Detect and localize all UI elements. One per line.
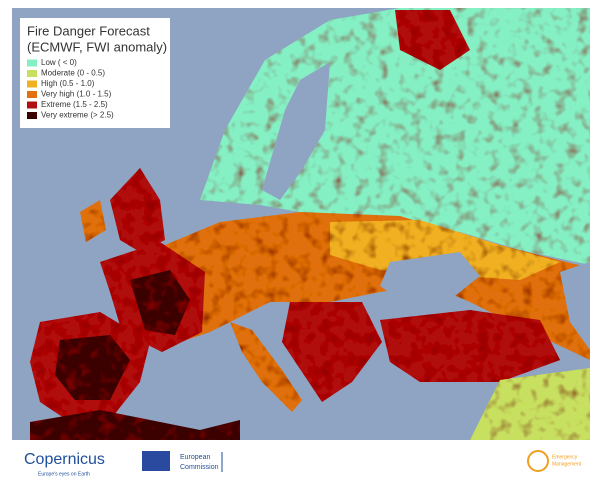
logo-tagline: Europe's eyes on Earth <box>38 471 90 477</box>
legend-swatch <box>27 70 37 77</box>
legend-label: Very extreme (> 2.5) <box>41 111 114 120</box>
logo-text: European <box>180 454 210 461</box>
logo-text: Emergency <box>552 454 578 460</box>
balkans <box>282 302 382 402</box>
legend: Fire Danger Forecast (ECMWF, FWI anomaly… <box>20 18 170 128</box>
legend-label: Moderate (0 - 0.5) <box>41 69 105 78</box>
russia-north-hotspot <box>395 10 470 70</box>
iberia-core <box>55 335 130 400</box>
footer-bg <box>0 440 600 487</box>
north-africa <box>30 410 240 440</box>
eastern-europe <box>330 220 560 280</box>
northern-land <box>200 8 590 265</box>
logo-text: Copernicus <box>24 451 105 468</box>
black-sea <box>380 252 480 300</box>
france-core <box>130 270 190 335</box>
caspian-sea <box>560 262 590 350</box>
italy <box>230 322 302 412</box>
map <box>12 8 590 440</box>
legend-box <box>20 18 170 128</box>
legend-swatch <box>27 112 37 119</box>
logo-text: Commission <box>180 464 219 471</box>
legend-label: Low ( < 0) <box>41 58 77 67</box>
legend-swatch <box>27 91 37 98</box>
middle-east <box>470 368 590 440</box>
legend-label: High (0.5 - 1.0) <box>41 79 95 88</box>
title: (ECMWF, FWI anomaly) <box>27 39 167 54</box>
legend-swatch <box>27 80 37 88</box>
eu-flag <box>142 451 170 471</box>
legend-swatch <box>27 101 37 109</box>
title: Fire Danger Forecast <box>27 23 150 38</box>
footer: Copernicus Europe's eyes on Earth Europe… <box>0 440 600 487</box>
legend-label: Very high (1.0 - 1.5) <box>41 90 112 99</box>
legend-swatch <box>27 59 37 67</box>
em-logo <box>527 450 549 472</box>
turkey <box>380 310 560 382</box>
baltic-sea <box>262 62 330 200</box>
ireland <box>80 200 106 242</box>
legend-label: Extreme (1.5 - 2.5) <box>41 100 108 109</box>
britain <box>110 168 165 252</box>
logo-text: Management <box>552 461 582 467</box>
